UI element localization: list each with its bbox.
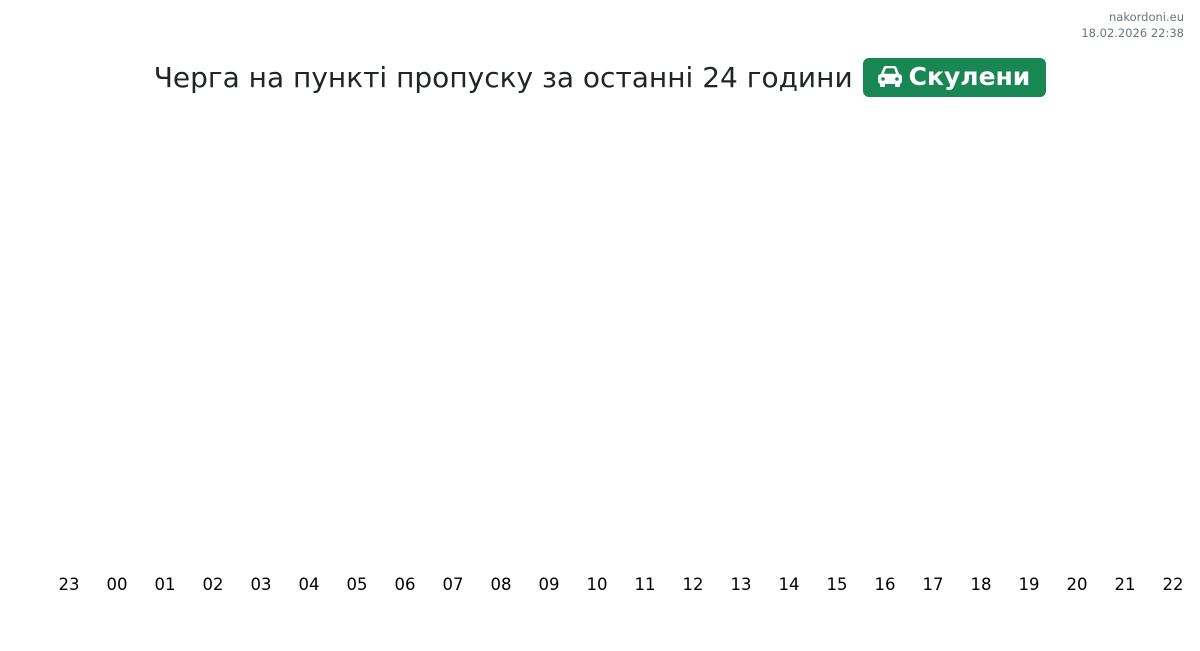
site-meta: nakordoni.eu 18.02.2026 22:38 [1081,9,1184,41]
x-tick-label: 07 [443,575,464,594]
x-tick-label: 20 [1067,575,1088,594]
x-tick-label: 03 [251,575,272,594]
checkpoint-badge: Скулени [862,58,1047,97]
site-name: nakordoni.eu [1109,10,1184,24]
x-tick-label: 04 [299,575,320,594]
x-tick-label: 10 [587,575,608,594]
x-tick-label: 16 [875,575,896,594]
x-tick-label: 08 [491,575,512,594]
x-tick-label: 02 [203,575,224,594]
x-tick-label: 11 [635,575,656,594]
x-tick-label: 13 [731,575,752,594]
timestamp: 18.02.2026 22:38 [1081,26,1184,40]
checkpoint-name: Скулени [908,62,1031,91]
page-title: Черга на пункті пропуску за останні 24 г… [153,61,853,94]
x-tick-label: 19 [1019,575,1040,594]
x-tick-label: 05 [347,575,368,594]
x-tick-label: 21 [1115,575,1136,594]
car-icon [877,65,902,87]
x-tick-label: 22 [1163,575,1184,594]
queue-chart: 23 00 01 02 03 04 05 06 07 08 09 10 11 12 13 14 15 16 17 18… [59,575,1184,594]
header: Черга на пункті пропуску за останні 24 г… [0,58,1200,97]
x-tick-label: 15 [827,575,848,594]
x-tick-label: 09 [539,575,560,594]
x-tick-label: 23 [59,575,80,594]
x-tick-label: 18 [971,575,992,594]
x-tick-label: 12 [683,575,704,594]
x-tick-label: 14 [779,575,800,594]
x-tick-label: 00 [107,575,128,594]
x-tick-label: 06 [395,575,416,594]
x-tick-label: 01 [155,575,176,594]
x-tick-label: 17 [923,575,944,594]
